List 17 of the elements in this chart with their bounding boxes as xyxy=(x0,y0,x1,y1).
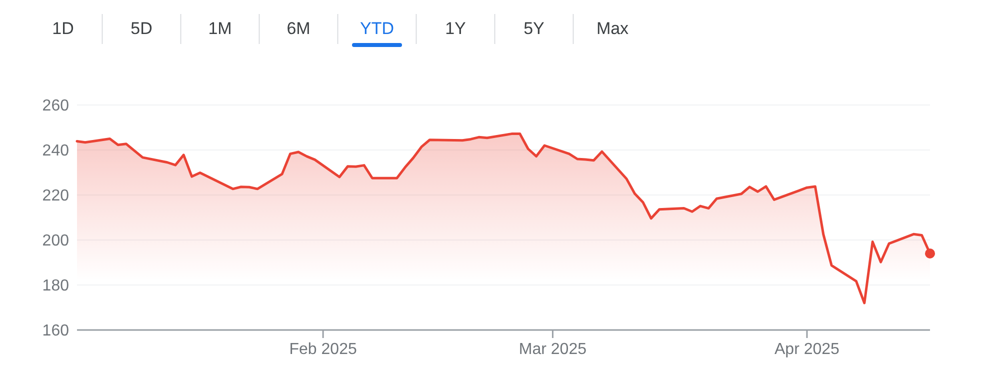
y-tick-label: 180 xyxy=(42,278,70,295)
text: Max xyxy=(596,19,630,38)
x-tick-label: Mar 2025 xyxy=(518,341,587,358)
text: 5D xyxy=(130,19,152,38)
text: 5Y xyxy=(524,19,544,38)
x-tick-label: Feb 2025 xyxy=(289,341,357,358)
x-tick-label: Apr 2025 xyxy=(774,341,840,358)
text: 1Y xyxy=(445,19,466,38)
text: YTD xyxy=(360,19,394,38)
y-tick-label: 260 xyxy=(42,98,70,115)
y-tick-label: 240 xyxy=(42,142,70,160)
text: 1M xyxy=(208,19,232,38)
y-tick-label: 220 xyxy=(42,188,70,205)
text: 1D xyxy=(52,19,74,38)
y-tick-label: 200 xyxy=(42,232,70,250)
y-tick-label: 160 xyxy=(42,322,70,340)
text: 6M xyxy=(286,19,310,38)
